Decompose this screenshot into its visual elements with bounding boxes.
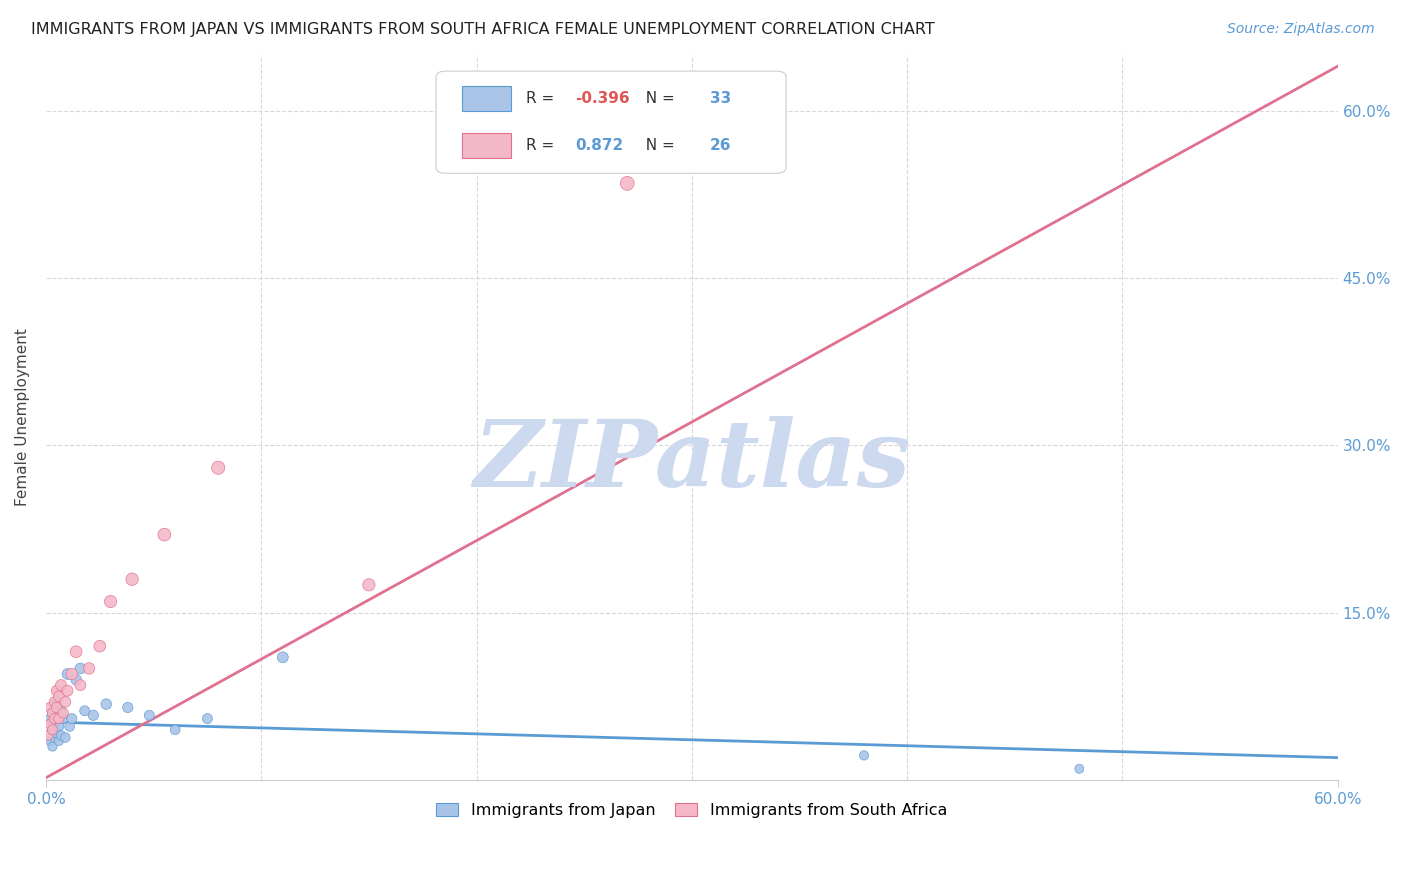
Point: [53, 695, 76, 709]
Point: [44, 731, 66, 745]
Point: [45, 683, 67, 698]
Point: [39, 712, 62, 726]
Point: [89, 639, 111, 653]
Point: [69, 661, 91, 675]
Point: [271, 650, 294, 665]
Point: [53, 731, 76, 745]
Point: [41, 706, 63, 720]
Text: R =: R =: [526, 91, 560, 106]
Point: [853, 748, 876, 763]
Point: [77, 661, 100, 675]
Point: [49, 728, 72, 742]
Point: [1069, 762, 1091, 776]
Point: [39, 700, 62, 714]
Point: [96, 697, 118, 711]
Point: [121, 572, 143, 586]
Point: [45, 700, 67, 714]
Point: [60, 712, 83, 726]
Text: 0.872: 0.872: [575, 138, 624, 153]
Point: [39, 717, 62, 731]
Point: [357, 578, 380, 592]
Text: 33: 33: [710, 91, 731, 106]
Point: [165, 723, 187, 737]
Point: [49, 704, 72, 718]
Point: [197, 712, 219, 726]
Point: [73, 704, 96, 718]
Bar: [463, 133, 510, 159]
Point: [48, 712, 70, 726]
Point: [52, 706, 75, 720]
Text: IMMIGRANTS FROM JAPAN VS IMMIGRANTS FROM SOUTH AFRICA FEMALE UNEMPLOYMENT CORREL: IMMIGRANTS FROM JAPAN VS IMMIGRANTS FROM…: [31, 22, 935, 37]
Point: [39, 734, 62, 748]
Point: [153, 527, 176, 541]
Point: [45, 726, 67, 740]
Point: [56, 667, 79, 681]
Point: [41, 739, 63, 754]
Point: [48, 719, 70, 733]
Point: [37, 728, 59, 742]
Text: Source: ZipAtlas.com: Source: ZipAtlas.com: [1227, 22, 1375, 37]
Point: [69, 678, 91, 692]
Point: [207, 460, 229, 475]
Point: [45, 712, 67, 726]
Legend: Immigrants from Japan, Immigrants from South Africa: Immigrants from Japan, Immigrants from S…: [427, 795, 956, 826]
Point: [44, 695, 66, 709]
Point: [44, 712, 66, 726]
Text: ZIPatlas: ZIPatlas: [474, 416, 910, 506]
Point: [41, 723, 63, 737]
Point: [48, 734, 70, 748]
Point: [49, 678, 72, 692]
Point: [48, 690, 70, 704]
Y-axis label: Female Unemployment: Female Unemployment: [15, 328, 30, 507]
Point: [100, 594, 122, 608]
Point: [44, 717, 66, 731]
Point: [138, 708, 160, 723]
Point: [59, 719, 82, 733]
Point: [616, 177, 638, 191]
Bar: [463, 86, 510, 112]
Text: R =: R =: [526, 138, 564, 153]
Point: [37, 728, 59, 742]
Point: [117, 700, 139, 714]
Point: [56, 683, 79, 698]
Point: [45, 695, 67, 709]
Point: [65, 673, 87, 687]
Point: [82, 708, 104, 723]
Point: [44, 700, 66, 714]
Point: [52, 712, 75, 726]
Point: [65, 645, 87, 659]
Text: -0.396: -0.396: [575, 91, 630, 106]
Text: N =: N =: [637, 138, 681, 153]
Point: [41, 706, 63, 720]
Text: N =: N =: [637, 91, 681, 106]
FancyBboxPatch shape: [436, 71, 786, 173]
Point: [60, 667, 83, 681]
Point: [41, 723, 63, 737]
Text: 26: 26: [710, 138, 731, 153]
